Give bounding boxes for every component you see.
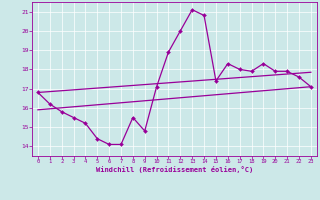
X-axis label: Windchill (Refroidissement éolien,°C): Windchill (Refroidissement éolien,°C) xyxy=(96,166,253,173)
